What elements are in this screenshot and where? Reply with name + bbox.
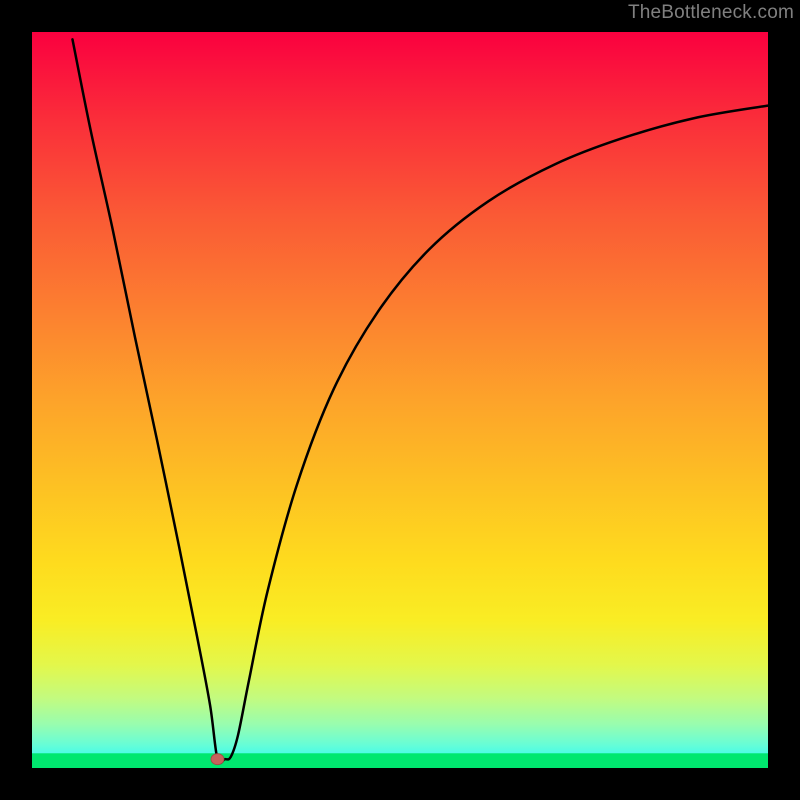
min-marker	[211, 754, 224, 765]
bottleneck-chart	[0, 0, 800, 800]
bottom-strip	[32, 753, 768, 768]
gradient-background	[32, 32, 768, 768]
chart-container: TheBottleneck.com	[0, 0, 800, 800]
watermark-text: TheBottleneck.com	[628, 2, 794, 24]
